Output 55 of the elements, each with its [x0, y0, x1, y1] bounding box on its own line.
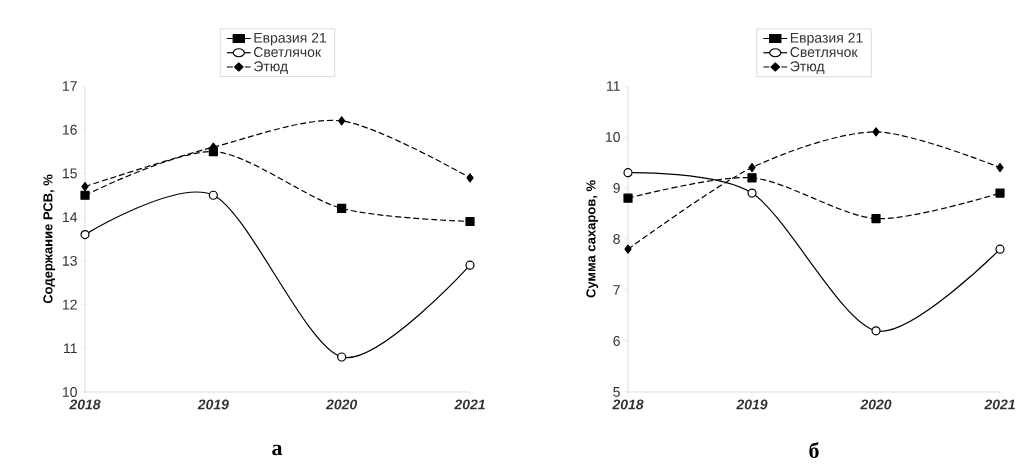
- point: [465, 260, 475, 270]
- x-tick-label: 2019: [197, 399, 229, 410]
- x-tick-label: 2019: [736, 399, 768, 410]
- point: [871, 213, 881, 224]
- legend-label: Светлячок: [790, 47, 858, 58]
- y-tick-label: 15: [62, 168, 77, 179]
- y-tick-label: 6: [613, 336, 620, 346]
- point: [338, 116, 346, 126]
- point: [995, 244, 1005, 254]
- y-tick-label: 9: [613, 183, 620, 193]
- point: [623, 193, 633, 203]
- y-tick-label: 14: [62, 212, 78, 222]
- text: а: [272, 444, 283, 456]
- point: [871, 326, 881, 336]
- legend-label: Этюд: [254, 61, 288, 74]
- y-tick-label: 5: [613, 387, 620, 397]
- y-tick-label: 8: [613, 234, 620, 244]
- point: [80, 190, 90, 200]
- point: [995, 188, 1005, 198]
- point: [465, 216, 475, 227]
- y-tick-label: 13: [62, 255, 77, 266]
- point: [747, 188, 757, 198]
- text: б: [809, 442, 819, 458]
- x-tick-label: 2021: [454, 399, 485, 410]
- point: [337, 352, 347, 362]
- point: [748, 162, 756, 173]
- y-tick-label: 17: [62, 81, 77, 91]
- y-tick-label: 16: [62, 124, 77, 135]
- x-tick-label: 2020: [860, 399, 892, 410]
- y-tick-label: 7: [613, 285, 620, 295]
- point: [80, 230, 90, 240]
- legend-label: Евразия 21: [790, 32, 863, 46]
- legend-label: Светлячок: [254, 47, 322, 58]
- y-tick-label: 10: [62, 387, 77, 397]
- y-axis-title: Содержание РСВ, %: [43, 174, 56, 304]
- point: [337, 203, 347, 213]
- point: [624, 244, 632, 254]
- y-axis-title: Сумма сахаров, %: [586, 180, 599, 298]
- point: [872, 127, 880, 137]
- y-tick-label: 12: [62, 299, 77, 310]
- x-tick-label: 2018: [69, 399, 101, 410]
- x-tick-label: 2020: [325, 399, 358, 410]
- y-tick-label: 10: [605, 132, 620, 142]
- point: [208, 190, 218, 200]
- point: [623, 168, 633, 178]
- x-tick-label: 2021: [984, 399, 1015, 410]
- y-tick-label: 11: [607, 81, 620, 91]
- legend-label: Этюд: [790, 61, 825, 74]
- y-tick-label: 11: [64, 343, 77, 354]
- point: [466, 173, 474, 183]
- x-tick-label: 2018: [612, 399, 644, 410]
- point: [81, 181, 89, 192]
- point: [747, 173, 757, 183]
- point: [996, 162, 1004, 173]
- legend-label: Евразия 21: [254, 32, 327, 46]
